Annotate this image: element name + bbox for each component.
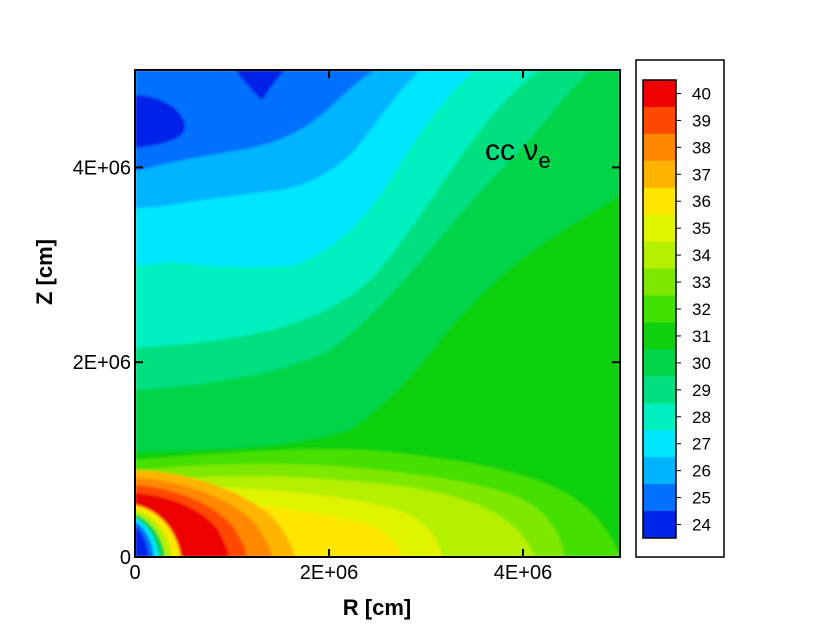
colorbar-label: 36: [692, 192, 711, 211]
colorbar-label: 27: [692, 435, 711, 454]
colorbar-label: 34: [692, 246, 711, 265]
y-axis-title: Z [cm]: [32, 239, 57, 305]
x-axis: 0 2E+06 4E+06: [129, 70, 552, 584]
plot-annotation: cc νe: [485, 134, 551, 173]
colorbar-label: 40: [692, 84, 711, 103]
colorbar-swatch: [643, 457, 676, 485]
colorbar-swatch: [643, 376, 676, 404]
x-tick-label: 2E+06: [300, 562, 358, 584]
colorbar-label: 25: [692, 489, 711, 508]
colorbar-swatch: [643, 349, 676, 377]
y-tick-label: 2E+06: [73, 352, 131, 374]
colorbar-label: 37: [692, 165, 711, 184]
colorbar-label: 24: [692, 516, 711, 535]
colorbar-swatch: [643, 160, 676, 189]
colorbar-label: 30: [692, 354, 711, 373]
y-axis: 0 2E+06 4E+06: [73, 157, 620, 569]
colorbar-swatch: [643, 187, 676, 216]
x-tick-label: 0: [129, 562, 140, 584]
colorbar-label: 28: [692, 408, 711, 427]
colorbar-swatch: [643, 511, 676, 539]
plot-frame: [134, 69, 621, 558]
colorbar-label: 26: [692, 462, 711, 481]
colorbar-swatch: [643, 295, 676, 323]
colorbar-label: 39: [692, 111, 711, 130]
colorbar-label: 32: [692, 300, 711, 319]
colorbar-swatch: [643, 241, 676, 270]
x-axis-title: R [cm]: [343, 595, 411, 620]
colorbar-swatch: [643, 430, 676, 458]
colorbar-label: 31: [692, 327, 711, 346]
colorbar-swatch: [643, 106, 676, 135]
colorbar-swatch: [643, 484, 676, 512]
colorbar-label: 33: [692, 273, 711, 292]
colorbar-label: 29: [692, 381, 711, 400]
colorbar: 40 39 38 37 36 35 34 33 32 31 30 29 28 27 26 25 24: [642, 79, 711, 539]
colorbar-outline: [642, 79, 677, 539]
colorbar-label: 38: [692, 138, 711, 157]
colorbar-swatch: [643, 322, 676, 350]
annotation-prefix: cc: [485, 134, 523, 167]
y-tick-label: 0: [120, 547, 131, 569]
x-tick-label: 4E+06: [494, 562, 552, 584]
contour-field: [135, 70, 620, 557]
colorbar-swatch: [643, 80, 676, 108]
y-tick-label: 4E+06: [73, 157, 131, 179]
colorbar-swatch: [643, 268, 676, 297]
colorbar-swatch: [643, 403, 676, 431]
annotation-subscript: e: [538, 148, 550, 173]
colorbar-label: 35: [692, 219, 711, 238]
colorbar-swatch: [643, 214, 676, 243]
colorbar-swatch: [643, 133, 676, 162]
annotation-symbol: ν: [523, 134, 538, 167]
